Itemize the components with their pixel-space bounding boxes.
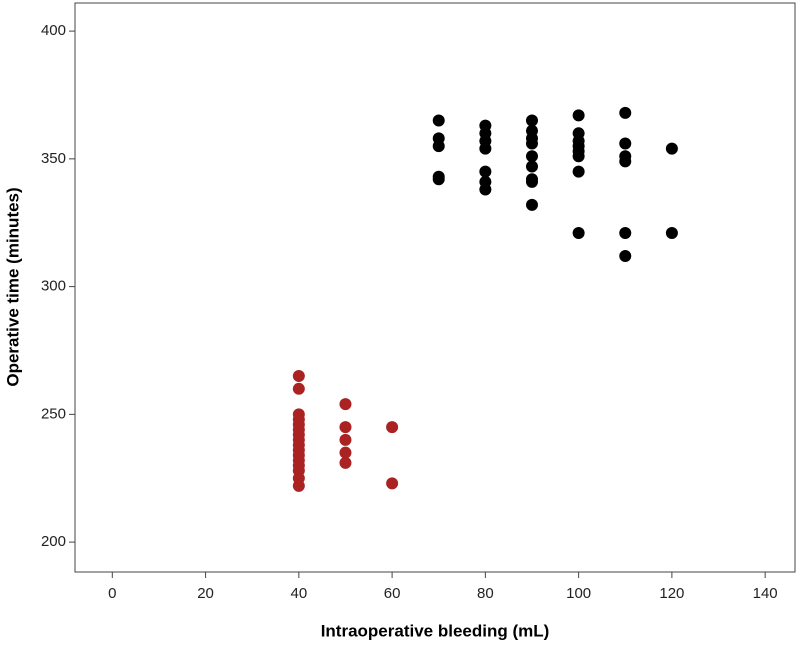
point xyxy=(292,370,305,383)
point xyxy=(479,142,492,155)
point xyxy=(525,150,538,163)
point xyxy=(432,114,445,127)
plot-frame xyxy=(74,2,796,573)
point xyxy=(339,446,352,459)
point xyxy=(572,109,585,122)
point xyxy=(386,477,399,490)
point xyxy=(479,165,492,178)
point xyxy=(339,433,352,446)
point xyxy=(432,140,445,153)
point xyxy=(339,456,352,469)
point xyxy=(572,165,585,178)
x-axis-title: Intraoperative bleeding (mL) xyxy=(321,621,550,640)
x-tick-label: 40 xyxy=(290,585,307,602)
x-tick-label: 100 xyxy=(566,585,591,602)
point xyxy=(525,137,538,150)
x-tick-label: 120 xyxy=(659,585,684,602)
x-tick-label: 0 xyxy=(108,585,116,602)
point xyxy=(619,137,632,150)
point xyxy=(525,114,538,127)
y-tick-label: 300 xyxy=(41,278,66,295)
point xyxy=(479,183,492,196)
y-tick-label: 350 xyxy=(41,150,66,167)
point xyxy=(525,175,538,188)
point xyxy=(432,173,445,186)
y-axis-title: Operative time (minutes) xyxy=(3,187,22,386)
point xyxy=(339,398,352,411)
point xyxy=(386,421,399,434)
point xyxy=(525,160,538,173)
point xyxy=(665,142,678,155)
point xyxy=(339,421,352,434)
point xyxy=(619,106,632,119)
y-tick-label: 200 xyxy=(41,533,66,550)
point xyxy=(619,226,632,239)
x-tick-label: 140 xyxy=(753,585,778,602)
x-tick-label: 60 xyxy=(384,585,401,602)
point xyxy=(292,479,305,492)
point xyxy=(525,198,538,211)
point xyxy=(292,382,305,395)
point xyxy=(619,155,632,168)
point xyxy=(665,226,678,239)
point xyxy=(572,150,585,163)
y-tick-label: 400 xyxy=(41,22,66,39)
point xyxy=(619,249,632,262)
y-tick-label: 250 xyxy=(41,405,66,422)
point xyxy=(572,226,585,239)
x-tick-label: 80 xyxy=(477,585,494,602)
x-tick-label: 20 xyxy=(197,585,214,602)
